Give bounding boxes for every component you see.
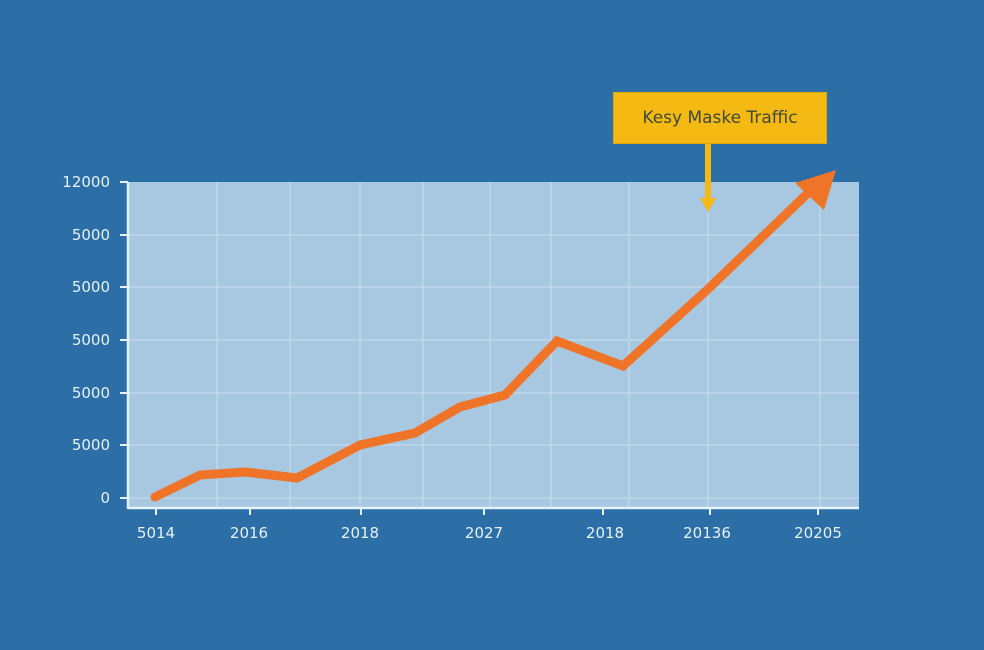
- y-tick-label: 5000: [71, 226, 110, 244]
- x-tick-label: 20205: [794, 524, 842, 542]
- x-tick-label: 2016: [229, 524, 269, 542]
- y-tick-label: 5000: [71, 384, 110, 402]
- y-tick-label: 5000: [71, 331, 110, 349]
- callout-label: Kesy Maske Traffic: [642, 108, 798, 128]
- y-tick-label: 12000: [62, 173, 110, 191]
- y-tick-label: 0: [100, 489, 110, 507]
- x-tick-label: 2027: [464, 524, 504, 542]
- plot-area: [128, 182, 859, 508]
- y-axis-ticks: [120, 181, 128, 499]
- y-tick-label: 5000: [71, 278, 110, 296]
- x-axis-ticks: [155, 508, 819, 515]
- traffic-line: [150, 188, 813, 502]
- x-tick-label: 5014: [136, 524, 176, 542]
- callout-pointer-icon: [700, 143, 716, 212]
- x-tick-label: 2018: [585, 524, 625, 542]
- annotation-callout: Kesy Maske Traffic: [613, 92, 827, 144]
- y-tick-label: 5000: [71, 436, 110, 454]
- trend-arrow-icon: [795, 170, 836, 210]
- x-tick-label: 2018: [340, 524, 380, 542]
- x-tick-label: 20136: [683, 524, 731, 542]
- horizontal-grid: [128, 234, 859, 499]
